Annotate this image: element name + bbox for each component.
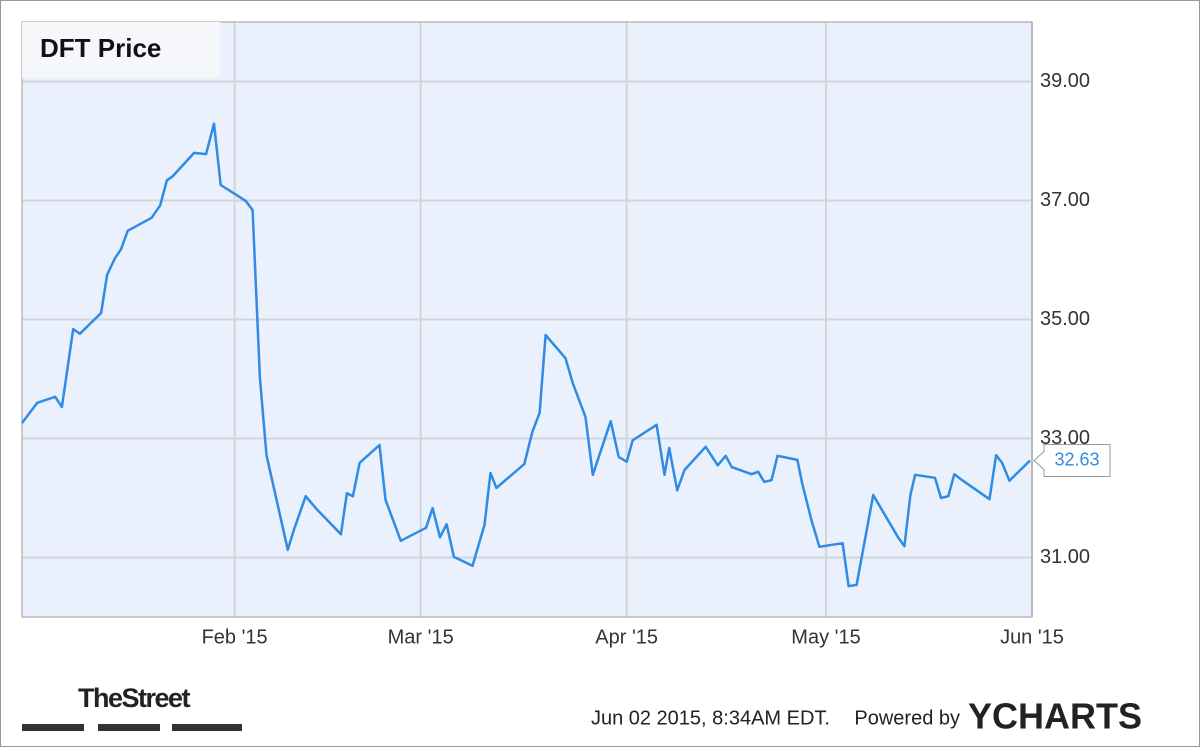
y-tick-label: 37.00 [1040,189,1090,211]
y-tick-label: 39.00 [1040,70,1090,92]
x-tick-label: Feb '15 [202,626,268,648]
price-line [21,122,1031,588]
logo-bar [172,724,242,731]
chart-title: DFT Price [40,33,161,63]
plot-border [21,21,1033,618]
logo: TheStreet [78,683,191,713]
brand: YCHARTS [968,696,1142,737]
x-tick-label: May '15 [791,626,860,648]
y-tick-label: 31.00 [1040,546,1090,568]
title-box [22,22,220,78]
timestamp: Jun 02 2015, 8:34AM EDT. [591,707,830,729]
y-tick-label: 35.00 [1040,308,1090,330]
powered-by: Powered by [854,707,960,729]
x-tick-label: Apr '15 [595,626,658,648]
last-value-label: 32.63 [1054,449,1099,469]
logo-bar [98,724,160,731]
x-tick-label: Mar '15 [388,626,454,648]
x-tick-label: Jun '15 [1000,626,1064,648]
logo-bar [22,724,84,731]
y-tick-label: 33.00 [1040,427,1090,449]
last-value-box [1033,444,1111,478]
